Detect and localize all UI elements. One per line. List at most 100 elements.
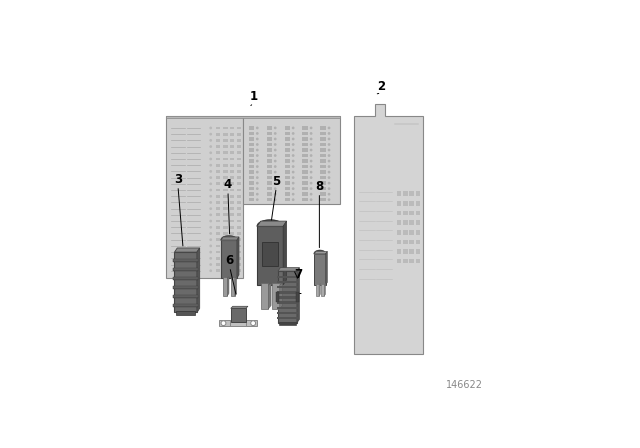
Bar (230, 214, 234, 216)
Bar (410, 230, 414, 234)
Bar (223, 164, 228, 167)
Bar (415, 191, 420, 196)
Bar (415, 250, 420, 254)
Circle shape (256, 182, 259, 185)
Bar (272, 283, 280, 309)
Bar (397, 211, 401, 215)
Bar (403, 240, 408, 244)
Circle shape (209, 164, 212, 167)
Text: 6: 6 (225, 254, 234, 267)
Circle shape (310, 159, 312, 163)
Bar (285, 187, 290, 190)
Bar (216, 232, 220, 235)
Bar (277, 306, 298, 309)
Circle shape (292, 154, 294, 157)
Bar (223, 145, 228, 148)
Bar (303, 198, 308, 202)
Bar (285, 193, 290, 196)
Circle shape (209, 176, 212, 179)
Bar (216, 145, 220, 148)
Bar (321, 159, 326, 163)
Bar (403, 191, 408, 196)
Bar (415, 201, 420, 206)
Bar (321, 148, 326, 152)
Bar (303, 154, 308, 157)
Bar (249, 187, 254, 190)
Bar (223, 176, 228, 179)
Circle shape (292, 149, 294, 151)
Bar (173, 295, 198, 298)
Bar (237, 201, 241, 204)
Bar (285, 198, 290, 202)
Bar (262, 242, 278, 266)
Circle shape (209, 226, 212, 228)
Bar (230, 207, 234, 210)
Circle shape (292, 159, 294, 163)
Bar (223, 238, 228, 241)
Text: 7: 7 (294, 268, 303, 281)
Circle shape (274, 138, 276, 140)
Polygon shape (166, 116, 340, 117)
Bar (303, 187, 308, 190)
Text: 146622: 146622 (446, 380, 483, 390)
Bar (230, 251, 234, 254)
Polygon shape (221, 236, 237, 240)
Bar (237, 251, 241, 254)
Bar (173, 268, 198, 271)
Polygon shape (326, 251, 327, 285)
Bar (223, 207, 228, 210)
Bar (321, 137, 326, 141)
Bar (216, 226, 220, 228)
Bar (237, 126, 241, 129)
Circle shape (256, 165, 259, 168)
Bar (223, 232, 228, 235)
Polygon shape (319, 284, 321, 296)
Bar (223, 182, 228, 185)
Circle shape (310, 143, 312, 146)
Bar (415, 211, 420, 215)
Bar (230, 232, 234, 235)
Bar (280, 322, 296, 325)
Polygon shape (257, 226, 283, 285)
Bar (285, 165, 290, 168)
Polygon shape (175, 252, 197, 313)
Bar (237, 214, 241, 216)
Bar (223, 158, 228, 160)
Bar (403, 220, 408, 225)
Bar (216, 251, 220, 254)
Bar (321, 170, 326, 174)
Bar (397, 230, 401, 234)
Bar (410, 250, 414, 254)
Bar (321, 284, 324, 296)
Polygon shape (243, 116, 340, 204)
Bar (285, 132, 290, 135)
Bar (276, 292, 279, 302)
Bar (216, 207, 220, 210)
Bar (176, 311, 195, 315)
Bar (216, 170, 220, 173)
Circle shape (328, 149, 330, 151)
Bar (303, 126, 308, 129)
Bar (303, 137, 308, 141)
Circle shape (328, 138, 330, 140)
Bar (223, 245, 228, 247)
Bar (216, 220, 220, 223)
Bar (228, 320, 249, 326)
Bar (249, 132, 254, 135)
Bar (410, 220, 414, 225)
Bar (249, 176, 254, 179)
Circle shape (209, 263, 212, 266)
Bar (303, 165, 308, 168)
Bar (267, 198, 272, 202)
Bar (223, 251, 228, 254)
Bar (246, 320, 257, 326)
Bar (403, 259, 408, 263)
Bar (216, 133, 220, 135)
Circle shape (209, 158, 212, 160)
Polygon shape (278, 271, 297, 323)
Polygon shape (197, 248, 200, 313)
Circle shape (209, 201, 212, 204)
Circle shape (274, 126, 276, 129)
Circle shape (256, 176, 259, 179)
Bar (173, 286, 198, 289)
